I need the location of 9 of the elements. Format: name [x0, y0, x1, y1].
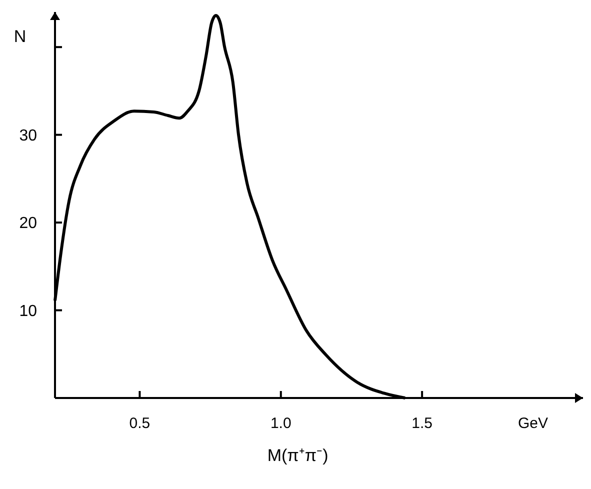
y-tick-label: 20: [19, 215, 38, 232]
y-tick-label: 30: [19, 127, 38, 144]
x-tick-label: 1.0: [270, 415, 292, 432]
y-axis-title: N: [14, 27, 26, 46]
x-axis-title: M(π⁺π⁻): [267, 446, 328, 465]
x-tick-label: 0.5: [129, 415, 150, 432]
x-tick-label: 1.5: [412, 415, 432, 432]
text: GeV: [518, 415, 548, 432]
y-tick-label: 10: [19, 302, 38, 320]
